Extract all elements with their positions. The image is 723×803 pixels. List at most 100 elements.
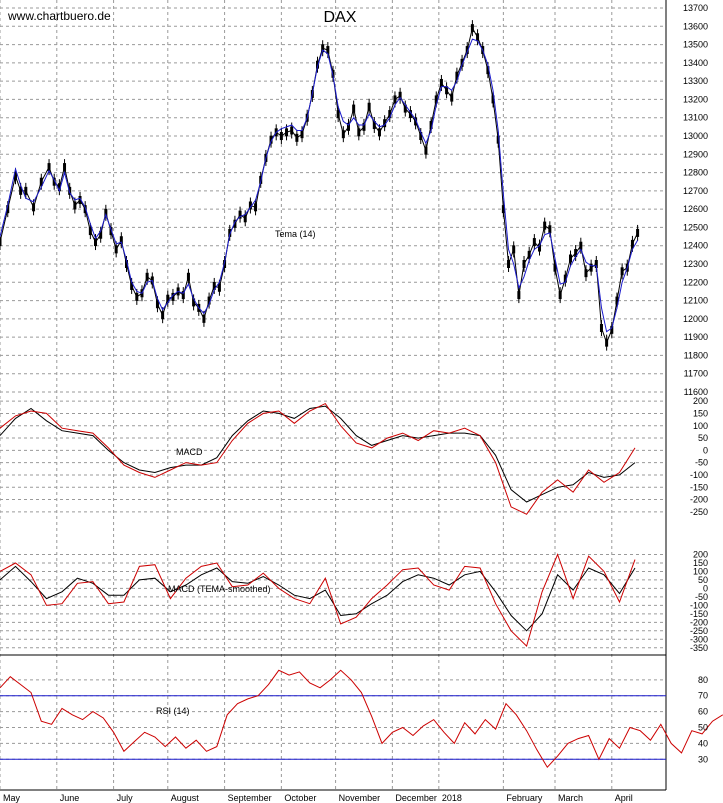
month-label: December (395, 793, 437, 803)
price-body (465, 46, 469, 55)
value-tick-label: -200 (690, 495, 708, 505)
value-tick-label: 13500 (683, 40, 708, 50)
price-body (455, 71, 459, 80)
price-body (527, 250, 531, 259)
price-body (88, 227, 92, 236)
grid (0, 0, 666, 790)
price-body (538, 243, 542, 252)
value-tick-label: 80 (698, 675, 708, 685)
value-tick-label: 150 (693, 558, 708, 568)
price-body (47, 163, 51, 172)
value-tick-label: 100 (693, 566, 708, 576)
month-label: May (3, 793, 21, 803)
value-tick-label: 12900 (683, 149, 708, 159)
price-body (171, 292, 175, 301)
month-label: November (339, 793, 381, 803)
price-body (491, 95, 495, 104)
price-body (341, 130, 345, 139)
price-body (414, 117, 418, 126)
price-body (558, 291, 562, 300)
price-body (269, 135, 273, 144)
price-body (450, 93, 454, 102)
price-body (403, 104, 407, 113)
price-body (321, 44, 325, 53)
series-line (0, 565, 636, 632)
series-line (0, 669, 723, 769)
price-body (568, 254, 572, 263)
price-body (52, 177, 56, 186)
price-body (94, 238, 98, 247)
series-line (0, 402, 636, 515)
price-body (553, 263, 557, 272)
price-body (6, 205, 10, 214)
price-body (254, 203, 258, 212)
price-body (202, 314, 206, 323)
price-body (83, 205, 87, 214)
price-body (13, 172, 17, 181)
price-body (104, 208, 108, 217)
panel-annotation: MACD (TEMA-smoothed) (168, 584, 271, 594)
price-body (300, 130, 304, 139)
price-body (543, 221, 547, 230)
month-label: April (615, 793, 633, 803)
value-tick-label: 13700 (683, 3, 708, 13)
value-tick-label: 50 (698, 575, 708, 585)
price-body (636, 228, 640, 237)
month-label: February (506, 793, 543, 803)
price-body (243, 214, 247, 223)
price-body (605, 338, 609, 347)
price-body (295, 133, 299, 142)
series-line (0, 38, 639, 333)
price-body (584, 269, 588, 278)
value-tick-label: 50 (698, 723, 708, 733)
price-body (336, 110, 340, 119)
value-tick-label: -300 (690, 634, 708, 644)
price-body (501, 205, 505, 214)
price-body (548, 225, 552, 234)
price-body (563, 274, 567, 283)
price-body (346, 122, 350, 131)
price-body (352, 104, 356, 113)
price-body (574, 249, 578, 258)
price-body (388, 110, 392, 119)
price-body (109, 227, 113, 236)
price-body (228, 228, 232, 237)
price-body (610, 325, 614, 334)
price-body (114, 245, 118, 254)
value-tick-label: -150 (690, 609, 708, 619)
price-body (57, 183, 61, 192)
price-body (589, 263, 593, 272)
price-body (620, 267, 624, 276)
value-tick-label: 0 (703, 445, 708, 455)
value-tick-label: 13000 (683, 131, 708, 141)
month-label: July (117, 793, 134, 803)
value-tick-label: -150 (690, 482, 708, 492)
price-body (532, 238, 536, 247)
value-tick-label: -100 (690, 600, 708, 610)
price-body (362, 122, 366, 131)
price-body (372, 121, 376, 130)
axis-labels: May June July August September October Novembe… (3, 3, 708, 803)
month-label: August (171, 793, 200, 803)
price-body (470, 24, 474, 33)
price-body (212, 281, 216, 290)
value-tick-label: 11900 (684, 332, 708, 342)
series-layer (0, 20, 723, 769)
series-line (0, 553, 636, 648)
price-body (24, 186, 28, 195)
value-tick-label: 60 (698, 707, 708, 717)
price-body (383, 119, 387, 128)
price-body (357, 128, 361, 137)
price-body (439, 78, 443, 87)
price-body (130, 281, 134, 290)
value-tick-label: -350 (690, 643, 708, 653)
price-body (367, 102, 371, 111)
price-body (217, 283, 221, 292)
series-line (0, 26, 639, 345)
price-body (73, 201, 77, 210)
price-body (460, 58, 464, 67)
price-body (579, 241, 583, 250)
value-tick-label: 11600 (684, 387, 708, 397)
price-body (434, 95, 438, 104)
